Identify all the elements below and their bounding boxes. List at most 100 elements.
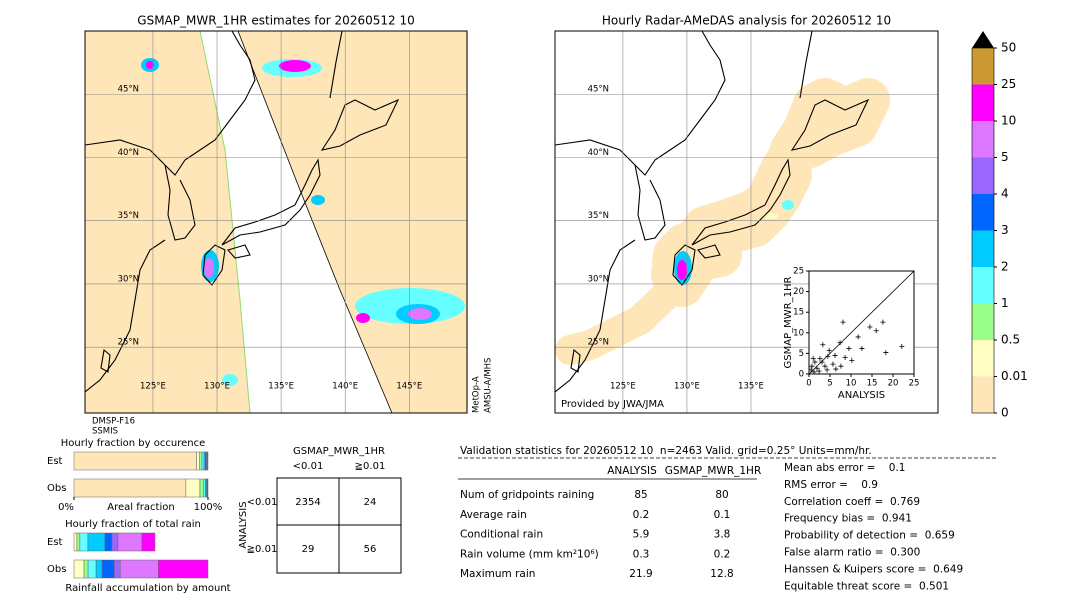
row-value: 21.9 — [629, 568, 652, 580]
point — [809, 363, 815, 369]
lon-label: 135°E — [268, 382, 294, 392]
y-tick-label: 20 — [793, 287, 804, 297]
bar-segment — [199, 451, 203, 471]
color-segment — [972, 340, 994, 377]
point — [826, 348, 832, 354]
point — [842, 355, 848, 361]
colorbar-extend — [972, 31, 994, 48]
point — [816, 368, 822, 374]
colorbar-label: 2 — [1001, 260, 1009, 274]
lon-label: 145°E — [396, 382, 422, 392]
rain-area — [204, 258, 214, 278]
bar-segment — [79, 532, 89, 552]
x-tick-label: 15 — [867, 379, 878, 389]
point — [899, 343, 905, 349]
swath-gap — [200, 31, 392, 413]
category-label: Est — [47, 537, 63, 548]
column-header: ≧0.01 — [355, 461, 386, 472]
bar-segment — [73, 451, 197, 471]
bar-segment — [73, 478, 187, 498]
row-value: 12.8 — [710, 568, 733, 580]
row-title: ANALYSIS — [238, 501, 249, 548]
rain-area — [222, 374, 238, 386]
row-label: Maximum rain — [460, 568, 535, 580]
point — [808, 367, 814, 373]
row-value: 0.2 — [633, 509, 650, 521]
lon-label: 140°E — [332, 382, 358, 392]
point — [814, 365, 820, 371]
category-label: Est — [47, 456, 63, 467]
score: Mean abs error = 0.1 — [784, 462, 905, 474]
satellite-note: DMSP-F16 — [92, 417, 135, 427]
x-tick-label: 10 — [846, 379, 857, 389]
color-segment — [972, 267, 994, 304]
point — [833, 366, 839, 372]
rain-area — [146, 61, 154, 69]
colorbar-label: 0.01 — [1001, 369, 1028, 383]
score: RMS error = 0.9 — [784, 479, 878, 491]
bar-segment — [203, 478, 206, 498]
point — [830, 361, 836, 367]
point — [817, 355, 823, 361]
colorbar-label: 3 — [1001, 223, 1009, 237]
point — [849, 357, 855, 363]
chart-title: Hourly fraction of total rain — [65, 519, 201, 530]
bar-segment — [95, 559, 103, 579]
bar-segment — [199, 478, 204, 498]
color-segment — [972, 121, 994, 158]
bar-segment — [73, 532, 78, 552]
colorbar-label: 50 — [1001, 41, 1016, 55]
colorbar-label: 25 — [1001, 77, 1016, 91]
lat-label: 30°N — [118, 274, 139, 284]
colorbar-label: 0 — [1001, 406, 1009, 420]
bar-segment — [196, 451, 200, 471]
color-segment — [972, 84, 994, 121]
one-to-one-line — [808, 270, 915, 375]
color-segment — [972, 157, 994, 194]
rain-area — [356, 313, 370, 323]
contingency-table: GSMAP_MWR_1HR <0.01 ≧0.01 ANALYSIS <0.01… — [238, 446, 402, 574]
score: Equitable threat score = 0.501 — [784, 580, 949, 592]
row-label: Conditional rain — [460, 529, 543, 541]
chart-title: Hourly fraction by occurence — [61, 438, 205, 449]
bar-segment — [83, 559, 89, 579]
lat-label: 45°N — [588, 85, 609, 95]
map-title: GSMAP_MWR_1HR estimates for 20260512 10 — [137, 14, 414, 28]
point — [825, 353, 831, 359]
column-header: ANALYSIS — [607, 465, 657, 477]
colorbar-label: 10 — [1001, 114, 1016, 128]
color-segment — [972, 376, 994, 413]
score: Probability of detection = 0.659 — [784, 530, 955, 542]
rain-area — [311, 195, 325, 205]
lon-label: 125°E — [610, 382, 636, 392]
score: Frequency bias = 0.941 — [784, 513, 912, 525]
lat-label: 40°N — [118, 148, 139, 158]
bar-segment — [73, 559, 85, 579]
x-tick-label: 0 — [806, 379, 811, 389]
point — [859, 345, 865, 351]
colorbar-label: 1 — [1001, 296, 1009, 310]
lat-label: 40°N — [588, 148, 609, 158]
point — [838, 363, 844, 369]
row-label: Average rain — [460, 509, 527, 521]
x-tick-label: 100% — [194, 502, 223, 513]
map-frame — [554, 30, 939, 414]
point — [855, 334, 861, 340]
bar-segment — [207, 451, 209, 471]
lat-label: 25°N — [118, 338, 139, 348]
color-segment — [972, 230, 994, 267]
row-value: 3.8 — [714, 529, 731, 541]
bar-segment — [87, 559, 97, 579]
lat-label: 35°N — [588, 211, 609, 221]
lon-label: 130°E — [204, 382, 230, 392]
map-estimates-image — [85, 31, 468, 413]
point — [819, 359, 825, 365]
category-label: Obs — [47, 564, 66, 575]
lat-label: 35°N — [118, 211, 139, 221]
row-value: 0.2 — [714, 548, 731, 560]
column-header: <0.01 — [293, 461, 324, 472]
swath-edge — [199, 31, 251, 413]
x-tick-label: 20 — [888, 379, 899, 389]
